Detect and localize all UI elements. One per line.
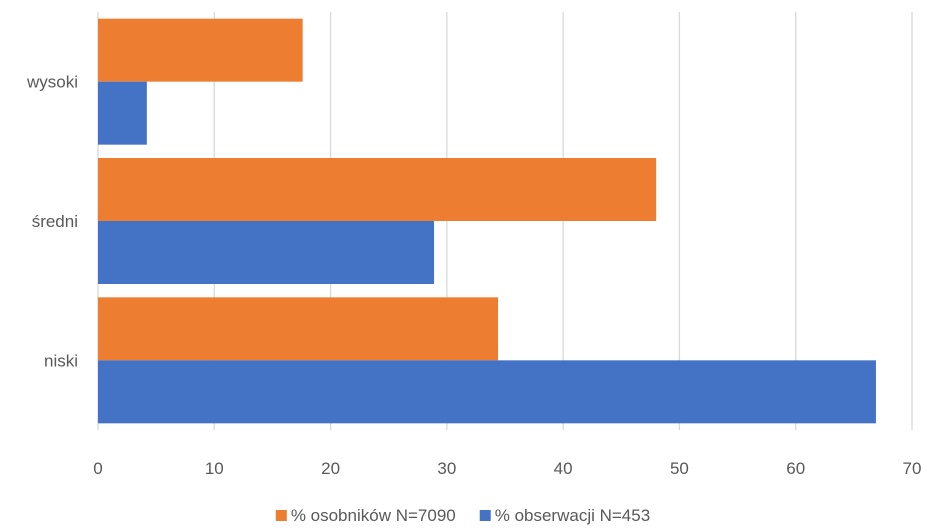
x-tick-label-10: 10	[205, 459, 224, 478]
bar-niski-series-1	[98, 297, 499, 361]
x-tick-label-0: 0	[93, 459, 102, 478]
bar-średni-series-1	[98, 158, 657, 221]
category-label-0: wysoki	[26, 73, 78, 92]
legend-swatch-1	[275, 510, 287, 521]
x-axis-tick-labels: 0 10 20 30 40 50 60 70	[93, 459, 921, 478]
bar-średni-series-2	[98, 221, 435, 284]
x-tick-label-70: 70	[903, 459, 922, 478]
y-axis-category-labels: wysoki średni niski	[26, 73, 78, 371]
legend-label-1: % osobników N=7090	[291, 506, 456, 525]
bar-wysoki-series-1	[98, 18, 303, 82]
legend-swatch-2	[479, 510, 491, 521]
bar-wysoki-series-2	[98, 81, 147, 145]
legend: % osobników N=7090 % obserwacji N=453	[275, 506, 650, 525]
x-tick-label-50: 50	[670, 459, 689, 478]
category-label-1: średni	[32, 212, 78, 231]
legend-label-2: % obserwacji N=453	[495, 506, 650, 525]
bar-niski-series-2	[98, 360, 876, 424]
x-tick-label-20: 20	[321, 459, 340, 478]
x-tick-label-30: 30	[437, 459, 456, 478]
x-tick-label-40: 40	[554, 459, 573, 478]
category-label-2: niski	[44, 351, 78, 370]
x-tick-label-60: 60	[786, 459, 805, 478]
bars	[98, 18, 876, 424]
